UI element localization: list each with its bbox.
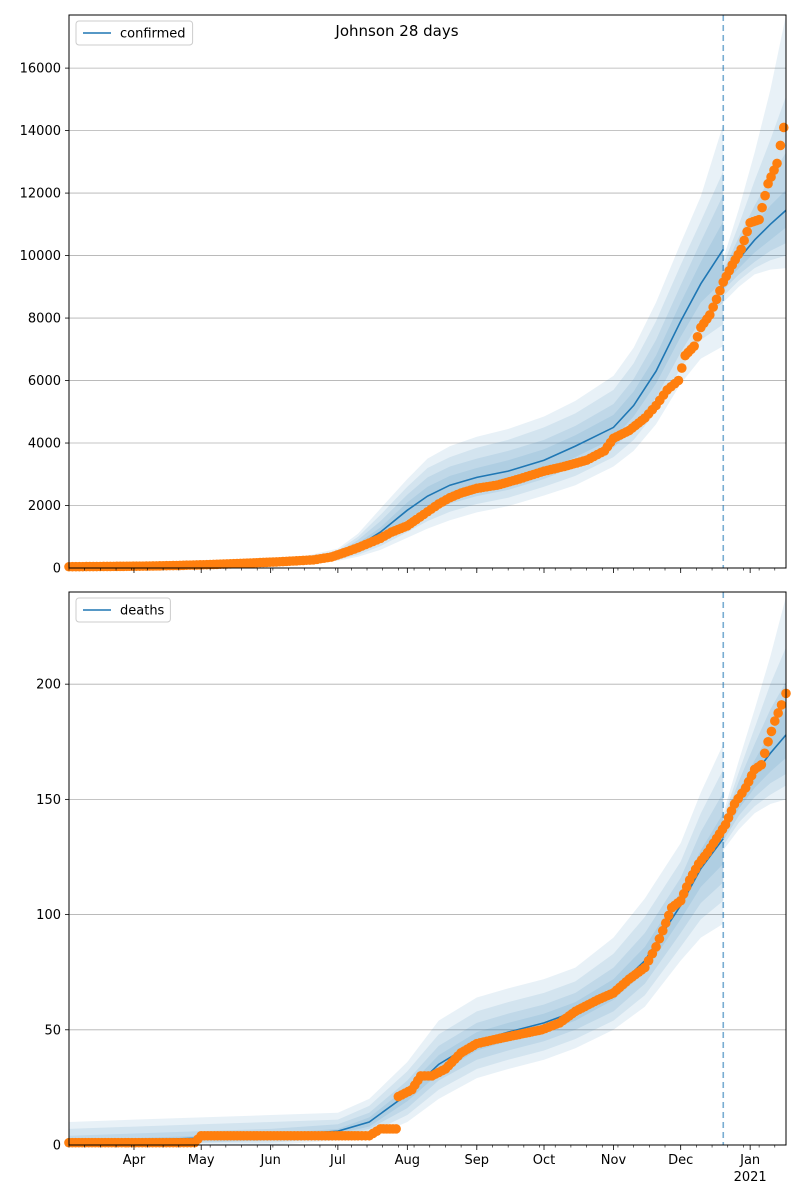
uncertainty-band — [69, 744, 724, 1145]
observed-point — [772, 158, 782, 169]
y-tick-label: 50 — [44, 1023, 61, 1038]
uncertainty-band — [723, 596, 786, 851]
y-tick-label: 0 — [53, 562, 61, 577]
x-tick-label: Apr — [123, 1153, 146, 1168]
observed-point — [689, 341, 699, 351]
confirmed-panel: 0 2000 4000 6000 8000 10000 12000 14000 16000 con… — [20, 14, 789, 577]
x-tick-label: Jun — [260, 1153, 281, 1168]
observed-point — [759, 748, 770, 759]
y-tick-label: 16000 — [20, 62, 61, 77]
chart-title: Johnson 28 days — [334, 22, 458, 40]
observed-point — [754, 214, 764, 225]
axes-frame — [68, 591, 787, 1146]
observed-point — [742, 226, 752, 237]
legend-label: deaths — [120, 604, 165, 619]
observed-point — [660, 918, 671, 928]
observed-point — [677, 363, 687, 373]
uncertainty-band — [723, 15, 786, 303]
axes-frame — [68, 14, 787, 569]
observed-point — [391, 1124, 401, 1134]
observed-point — [736, 244, 746, 255]
x-tick-year-label: 2021 — [734, 1170, 767, 1185]
y-tick-label: 0 — [53, 1139, 61, 1154]
observed-point — [692, 332, 703, 342]
observed-point — [775, 140, 786, 151]
observed-point — [763, 736, 773, 747]
y-tick-label: 150 — [36, 793, 61, 808]
x-tick-label: Sep — [465, 1153, 490, 1168]
observed-point — [715, 285, 725, 296]
observed-point — [760, 190, 770, 201]
y-tick-label: 6000 — [28, 374, 61, 389]
legend-box — [75, 20, 194, 46]
x-tick-label: Jan — [739, 1153, 760, 1168]
observed-point — [739, 235, 749, 246]
observed-point — [756, 760, 767, 770]
y-tick-label: 4000 — [28, 437, 61, 452]
x-tick-label: Oct — [533, 1153, 555, 1168]
observed-point — [770, 716, 780, 726]
observed-point — [757, 202, 767, 213]
observed-point — [673, 375, 684, 386]
y-tick-label: 12000 — [20, 187, 61, 202]
legend-box — [75, 597, 171, 623]
y-tick-label: 10000 — [20, 249, 61, 264]
x-tick-label: Nov — [601, 1153, 627, 1168]
observed-point — [654, 933, 665, 944]
y-tick-label: 100 — [36, 908, 61, 923]
y-tick-label: 200 — [36, 678, 61, 693]
deaths-panel: 0 50 100 150 200 Apr May Jun Jul Aug Sep Oct Nov Dec J… — [36, 591, 791, 1185]
observed-point — [705, 310, 715, 320]
observed-point — [773, 708, 783, 718]
observed-point — [663, 910, 674, 921]
observed-point — [708, 302, 718, 312]
observed-point — [657, 925, 668, 936]
uncertainty-band — [69, 124, 724, 568]
observed-point — [776, 700, 787, 710]
y-tick-label: 2000 — [28, 499, 61, 514]
y-tick-label: 14000 — [20, 124, 61, 139]
x-tick-label: Aug — [395, 1153, 420, 1168]
y-tick-label: 8000 — [28, 312, 61, 327]
x-tick-label: Dec — [668, 1153, 693, 1168]
x-tick-label: Jul — [329, 1153, 346, 1168]
legend-label: confirmed — [120, 27, 186, 42]
observed-point — [778, 122, 789, 133]
observed-point — [651, 942, 661, 952]
x-tick-label: May — [188, 1153, 215, 1168]
observed-point — [711, 294, 722, 305]
observed-point — [766, 726, 777, 737]
